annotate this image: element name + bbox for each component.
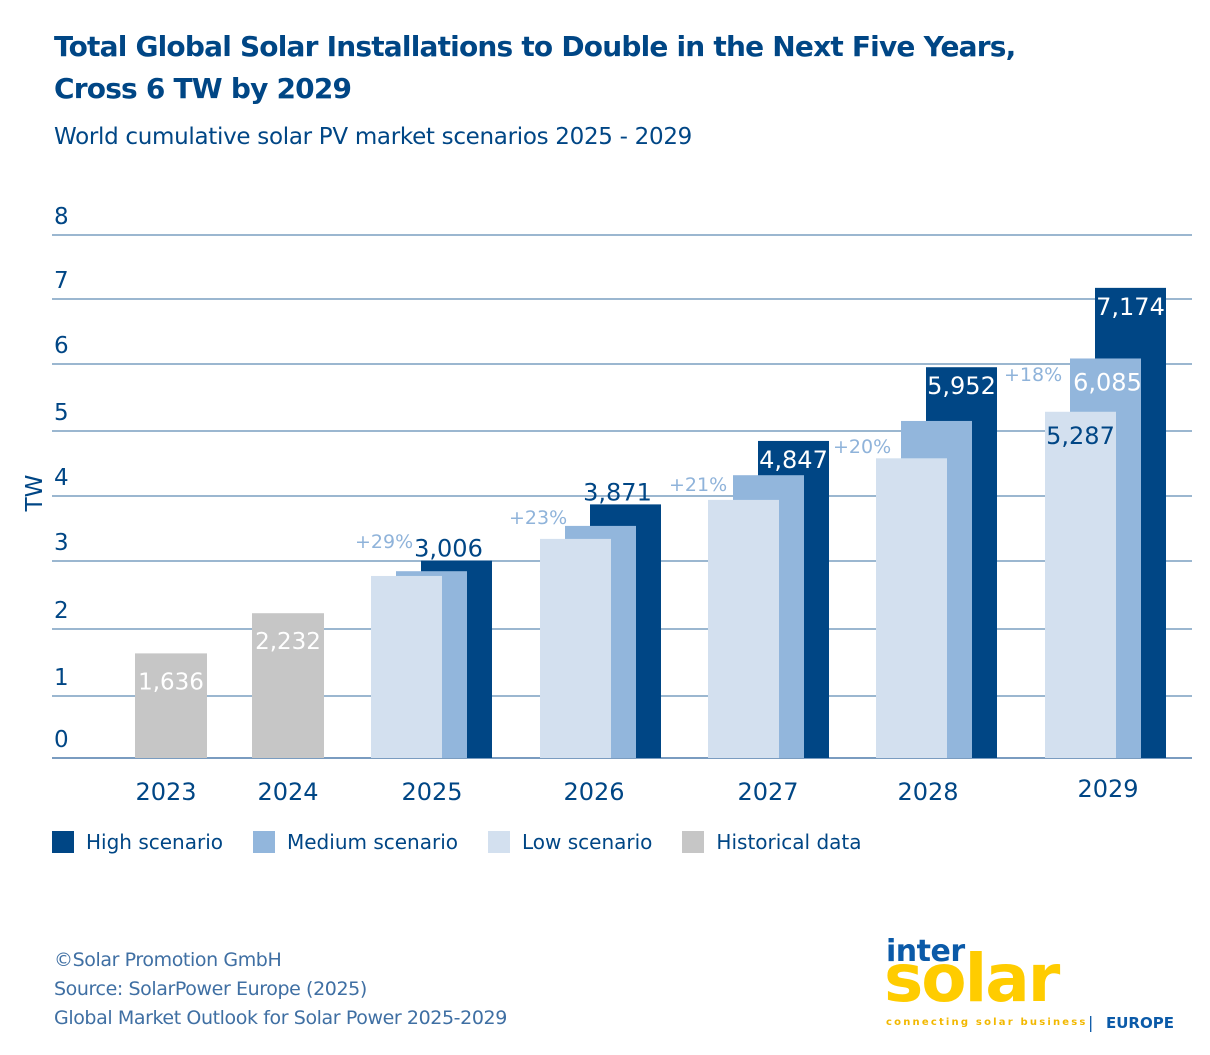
logo-tagline: connecting solar business — [886, 1017, 1088, 1028]
report-text: Global Market Outlook for Solar Power 20… — [54, 1007, 507, 1029]
bar-historical-2024 — [252, 613, 324, 758]
y-tick-label: 5 — [54, 400, 69, 426]
legend-label-historical: Historical data — [716, 830, 862, 854]
legend-swatch-low — [488, 831, 510, 853]
bar-low-2029 — [1045, 411, 1116, 758]
data-labels: 1,636 2,232 3,006+29% 3,871 +23% 4,847 +21% 5,9… — [138, 293, 1165, 696]
logo-solar-text: solar — [884, 940, 1060, 1017]
x-tick-label-2024: 2024 — [257, 778, 318, 806]
bar-low-2026 — [540, 538, 611, 758]
data-label-high-2026: 3,871 — [583, 478, 652, 506]
chart-subtitle: World cumulative solar PV market scenari… — [54, 124, 692, 150]
y-tick-label: 4 — [54, 465, 69, 491]
chart-title-line-2: Cross 6 TW by 2029 — [54, 72, 352, 105]
bar-chart: 0 1 2 3 4 5 6 7 8 1,636 2,232 3,006+29% 3,871 +23% 4,… — [22, 204, 1192, 806]
y-tick-label: 3 — [54, 530, 69, 556]
chart-title-line-1: Total Global Solar Installations to Doub… — [54, 30, 1016, 63]
source-text: Source: SolarPower Europe (2025) — [54, 978, 367, 1000]
y-tick-label: 2 — [54, 598, 69, 624]
legend-item-historical: Historical data — [682, 830, 862, 854]
x-tick-label-2025: 2025 — [401, 778, 462, 806]
bar-historical-2023 — [135, 653, 207, 758]
growth-label-2028: +20% — [833, 436, 891, 458]
legend-item-low: Low scenario — [488, 830, 652, 854]
y-tick-label: 1 — [54, 665, 69, 691]
logo-separator: | — [1088, 1013, 1094, 1032]
x-tick-label-2027: 2027 — [737, 778, 798, 806]
y-tick-label: 0 — [54, 727, 69, 753]
y-tick-label: 7 — [54, 268, 69, 294]
logo-region: EUROPE — [1106, 1014, 1174, 1032]
legend-swatch-high — [52, 831, 74, 853]
data-label-high-2025: 3,006 — [414, 535, 483, 563]
intersolar-europe-logo: inter solar connecting solar business | … — [884, 934, 1194, 1034]
growth-label-2027: +21% — [669, 474, 727, 496]
bars — [135, 287, 1166, 758]
source-footer: ©Solar Promotion GmbH Source: SolarPower… — [54, 946, 507, 1033]
bar-low-2027 — [708, 499, 779, 758]
growth-label-2026: +23% — [509, 507, 567, 529]
legend-item-medium: Medium scenario — [253, 830, 458, 854]
data-label-high-2029: 7,174 — [1096, 293, 1165, 321]
data-label-high-2027: 4,847 — [759, 446, 828, 474]
legend: High scenario Medium scenario Low scenar… — [52, 830, 892, 854]
logo-inter-text: inter — [886, 934, 965, 969]
y-axis-label: TW — [22, 475, 48, 513]
data-label-low-2029: 5,287 — [1046, 422, 1115, 450]
x-tick-label-2028: 2028 — [897, 778, 958, 806]
bar-low-2025 — [371, 575, 442, 758]
x-tick-label-2026: 2026 — [563, 778, 624, 806]
legend-label-high: High scenario — [86, 830, 223, 854]
growth-label-2025: +29% — [355, 531, 413, 553]
legend-label-low: Low scenario — [522, 830, 653, 854]
legend-swatch-historical — [682, 831, 705, 853]
legend-label-medium: Medium scenario — [287, 830, 458, 854]
y-tick-label: 8 — [54, 204, 69, 230]
legend-item-high: High scenario — [52, 830, 223, 854]
x-tick-label-2023: 2023 — [135, 778, 196, 806]
y-tick-label: 6 — [54, 333, 69, 359]
data-label-historical-2023: 1,636 — [138, 669, 204, 695]
data-label-medium-2029: 6,085 — [1073, 368, 1142, 396]
y-axis-ticks: 0 1 2 3 4 5 6 7 8 — [54, 204, 69, 753]
data-label-historical-2024: 2,232 — [255, 629, 321, 655]
growth-label-2029: +18% — [1004, 364, 1062, 386]
bar-low-2028 — [876, 458, 947, 758]
legend-swatch-medium — [253, 831, 275, 853]
chart-title: Total Global Solar Installations to Doub… — [54, 26, 1154, 110]
x-axis-ticks: 2023 2024 2025 2026 2027 2028 2029 — [135, 775, 1138, 806]
copyright-text: ©Solar Promotion GmbH — [54, 949, 282, 971]
data-label-high-2028: 5,952 — [927, 372, 996, 400]
x-tick-label-2029: 2029 — [1077, 775, 1138, 803]
